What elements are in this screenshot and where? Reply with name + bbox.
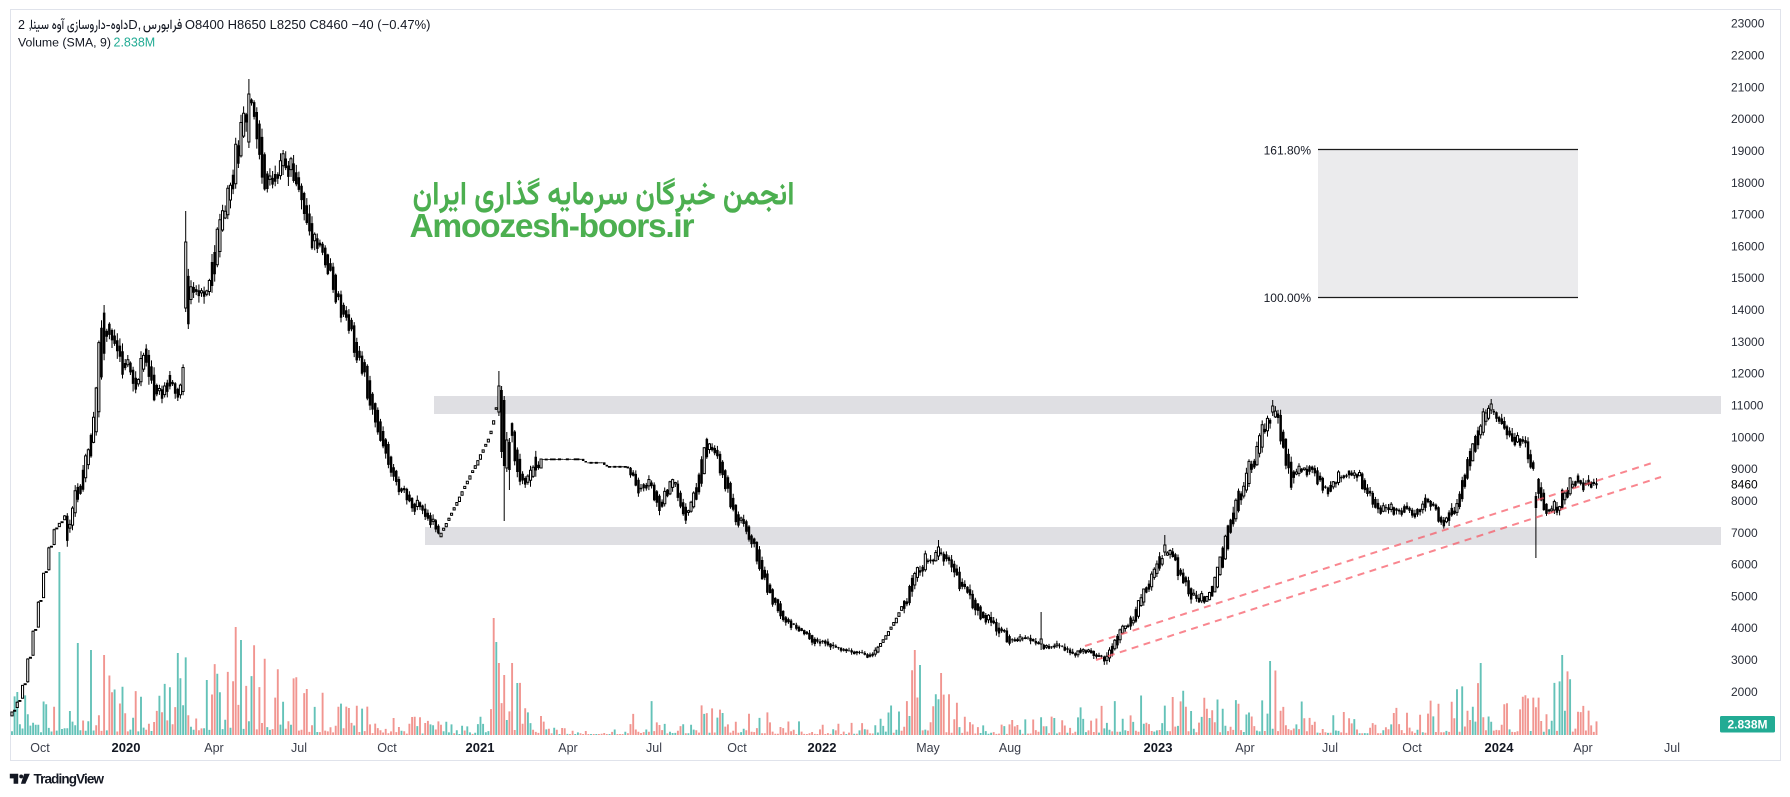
svg-text:8000: 8000 — [1731, 494, 1758, 508]
svg-text:Oct: Oct — [377, 741, 397, 755]
svg-text:23000: 23000 — [1731, 17, 1765, 31]
svg-text:100.00%: 100.00% — [1264, 291, 1312, 305]
svg-text:2020: 2020 — [112, 740, 141, 755]
svg-text:Jul: Jul — [1322, 741, 1338, 755]
svg-text:Oct: Oct — [30, 741, 50, 755]
svg-text:Jul: Jul — [646, 741, 662, 755]
svg-text:6000: 6000 — [1731, 558, 1758, 572]
svg-text:161.80%: 161.80% — [1264, 144, 1312, 158]
svg-text:D,: D, — [128, 17, 141, 32]
svg-text:11000: 11000 — [1731, 399, 1764, 413]
svg-text:22000: 22000 — [1731, 49, 1765, 63]
svg-text:2023: 2023 — [1144, 740, 1173, 755]
svg-text:Amoozesh-boors.ir: Amoozesh-boors.ir — [410, 208, 695, 245]
svg-text:2.838M: 2.838M — [1727, 717, 1767, 731]
svg-text:Jul: Jul — [1664, 741, 1680, 755]
svg-text:21000: 21000 — [1731, 80, 1765, 94]
svg-text:2.838M: 2.838M — [114, 36, 156, 50]
svg-text:Apr: Apr — [204, 741, 223, 755]
svg-text:Apr: Apr — [558, 741, 577, 755]
svg-text:14000: 14000 — [1731, 303, 1765, 317]
svg-text:16000: 16000 — [1731, 239, 1765, 253]
svg-text:8460: 8460 — [1731, 478, 1758, 492]
svg-text:10000: 10000 — [1731, 430, 1765, 444]
svg-text:19000: 19000 — [1731, 144, 1765, 158]
svg-text:2024: 2024 — [1485, 740, 1515, 755]
svg-text:7000: 7000 — [1731, 526, 1758, 540]
svg-text:12000: 12000 — [1731, 367, 1765, 381]
svg-text:15000: 15000 — [1731, 271, 1765, 285]
svg-text:Apr: Apr — [1235, 741, 1254, 755]
svg-text:4000: 4000 — [1731, 621, 1758, 635]
svg-text:2022: 2022 — [808, 740, 837, 755]
svg-text:May: May — [916, 741, 940, 755]
svg-text:18000: 18000 — [1731, 176, 1765, 190]
svg-text:TradingView: TradingView — [34, 772, 105, 787]
svg-text:13000: 13000 — [1731, 335, 1765, 349]
svg-text:2 ,: 2 , — [18, 18, 32, 32]
svg-text:2000: 2000 — [1731, 685, 1758, 699]
svg-text:Volume (SMA, 9): Volume (SMA, 9) — [18, 36, 111, 50]
svg-text:Oct: Oct — [1402, 741, 1422, 755]
svg-text:2021: 2021 — [466, 740, 495, 755]
svg-text:3000: 3000 — [1731, 653, 1758, 667]
svg-text:5000: 5000 — [1731, 589, 1758, 603]
svg-text:Oct: Oct — [727, 741, 747, 755]
svg-text:9000: 9000 — [1731, 462, 1758, 476]
svg-text:Apr: Apr — [1573, 741, 1592, 755]
svg-text:20000: 20000 — [1731, 112, 1765, 126]
svg-text:Jul: Jul — [291, 741, 307, 755]
svg-text:O8400 H8650 L8250 C8460 −40 (: O8400 H8650 L8250 C8460 −40 (−0.47%) — [185, 17, 431, 32]
svg-text:Aug: Aug — [999, 741, 1021, 755]
svg-text:17000: 17000 — [1731, 208, 1765, 222]
